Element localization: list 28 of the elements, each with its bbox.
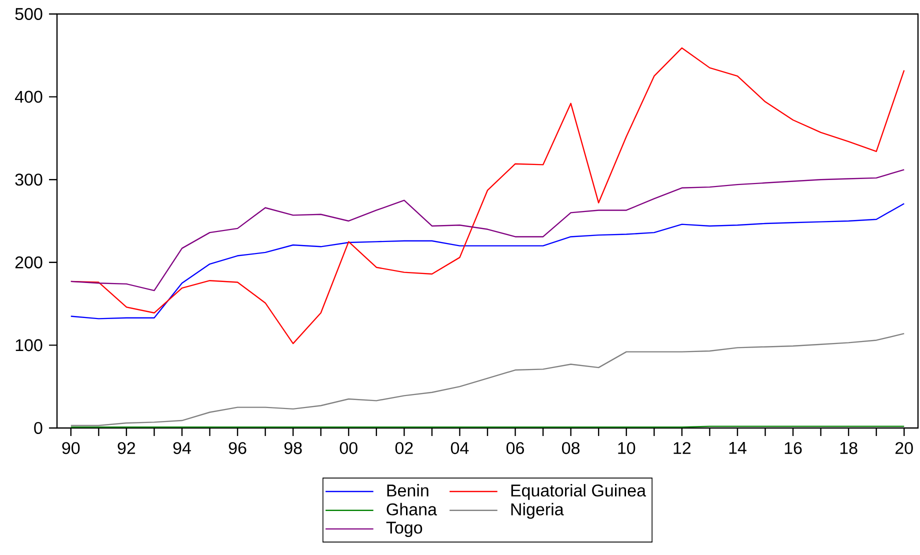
y-tick-label: 500 (15, 8, 42, 20)
x-tick-label: 92 (118, 442, 136, 454)
line-series (70, 169, 905, 292)
x-tick-label: 96 (228, 442, 246, 454)
x-tick-label: 16 (784, 442, 802, 454)
x-tick-label: 08 (562, 442, 580, 454)
x-tick-label: 10 (618, 442, 636, 454)
x-tick-label: 18 (840, 442, 858, 454)
x-tick-label: 90 (62, 442, 80, 454)
y-tick-label: 200 (15, 256, 42, 268)
y-tick-label: 100 (16, 339, 42, 352)
legend-label: Nigeria (511, 502, 564, 519)
y-tick-label: 0 (34, 422, 42, 434)
x-tick-label: 06 (506, 442, 524, 454)
legend-label: Ghana (386, 502, 437, 516)
y-tick-label: 300 (15, 174, 42, 186)
x-tick-label: 94 (173, 442, 191, 454)
y-tick-label: 400 (14, 90, 42, 103)
x-tick-label: 02 (395, 442, 413, 454)
x-tick-label: 04 (450, 442, 469, 454)
x-tick-label: 20 (896, 442, 913, 454)
legend-label: Benin (387, 484, 428, 497)
legend-label: Equatorial Guinea (511, 484, 646, 500)
x-tick-label: 14 (729, 442, 746, 454)
x-tick-label: 98 (284, 442, 302, 454)
x-tick-label: 00 (340, 442, 358, 454)
legend-label: Togo (386, 522, 422, 538)
x-tick-label: 12 (674, 442, 691, 454)
